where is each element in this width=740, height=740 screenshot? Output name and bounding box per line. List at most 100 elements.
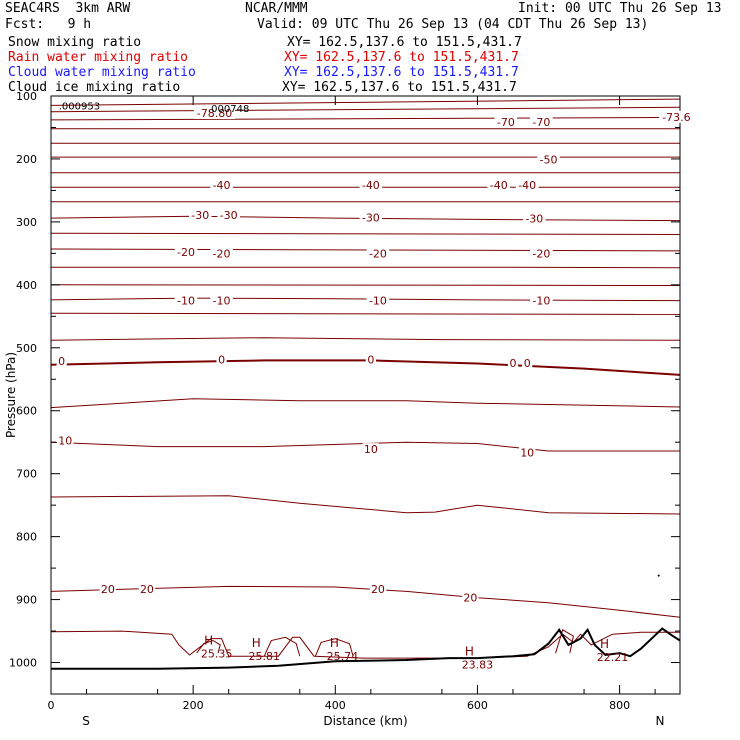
contour-label: 20 [463, 592, 477, 605]
y-tick-label: 400 [16, 279, 37, 292]
contour-label: 20 [140, 583, 154, 596]
contour-label: -40 [518, 179, 536, 192]
organization-title: NCAR/MMM [245, 1, 308, 16]
isotherm-line [50, 284, 681, 286]
plot-frame [50, 95, 681, 695]
isotherm-line [50, 106, 681, 113]
valid-time: Valid: 09 UTC Thu 26 Sep 13 (04 CDT Thu … [257, 17, 649, 32]
contour-label-bg [366, 247, 390, 260]
contour-label-bg [366, 294, 390, 307]
contour-label-bg [494, 115, 518, 128]
moisture-contour [263, 636, 301, 657]
contour-label: 20 [101, 583, 115, 596]
contour-label: -30 [525, 213, 543, 226]
field-name-rain: Rain water mixing ratio [8, 50, 189, 65]
y-tick-label: 200 [16, 153, 37, 166]
isotherm-line [50, 98, 681, 106]
contour-label-bg [359, 178, 383, 191]
contour-label-bg [210, 178, 233, 191]
y-tick-label: 800 [16, 531, 37, 544]
field-name-cloud-water: Cloud water mixing ratio [8, 65, 196, 80]
isotherm-line [50, 495, 681, 515]
contour-label-bg [658, 110, 694, 123]
y-tick-label: 600 [16, 405, 37, 418]
contour-label-bg [522, 212, 546, 225]
contour-label-bg [359, 211, 383, 224]
isotherm-line [50, 297, 681, 302]
contour-label-bg [530, 247, 553, 260]
y-tick-label: 300 [16, 216, 37, 229]
isotherm-line [50, 585, 681, 618]
contour-label-bg [530, 294, 553, 307]
y-tick-label: 1000 [9, 657, 37, 670]
model-title: SEAC4RS 3km ARW [5, 1, 131, 16]
contour-label: 0 [367, 354, 374, 367]
contour-label-bg [193, 106, 236, 119]
field-xy-cloud-water: XY= 162.5,137.6 to 151.5,431.7 [284, 65, 519, 80]
contour-label: 10 [364, 443, 378, 456]
x-tick-label: 0 [48, 699, 55, 712]
isotherm-line [50, 337, 681, 341]
contour-label-bg [188, 208, 212, 221]
stray-point [657, 574, 660, 577]
y-tick-label: 700 [16, 468, 37, 481]
y-tick-label: 100 [16, 90, 37, 103]
freezing-level-line [50, 359, 681, 376]
contour-label: -20 [369, 247, 387, 260]
contour-label-bg [210, 247, 233, 260]
forecast-hour: Fcst: 9 h [5, 17, 92, 32]
contour-label-bg [365, 353, 376, 366]
isotherm-line [50, 312, 681, 315]
y-tick-label: 900 [16, 594, 37, 607]
contour-label: 0 [218, 354, 225, 367]
y-tick-label: 500 [16, 342, 37, 355]
terrain-line [51, 627, 681, 670]
field-xy-cloud-ice: XY= 162.5,137.6 to 151.5,431.7 [282, 80, 517, 95]
contour-label: 10 [520, 446, 534, 459]
contour-label: -50 [540, 154, 558, 167]
contour-label-bg [522, 356, 533, 369]
contour-label-bg [487, 178, 511, 191]
contour-label: -20 [177, 246, 195, 259]
x-tick-label: 600 [467, 699, 488, 712]
isotherm-line [50, 116, 681, 121]
contour-label: -30 [191, 209, 209, 222]
contour-label: 20 [371, 583, 385, 596]
maximum-value: 25.35 [201, 647, 233, 660]
isotherm-line [50, 232, 681, 235]
maximum-marker: H [252, 636, 261, 650]
contour-label-bg [138, 582, 156, 595]
maximum-value: 25.74 [327, 650, 359, 663]
contour-label-bg [56, 355, 67, 368]
maximum-value: 22.21 [597, 651, 629, 664]
contour-label: -30 [362, 211, 380, 224]
contour-label-bg [57, 434, 74, 447]
x-tick-label: 400 [325, 699, 346, 712]
isotherm-line [50, 441, 680, 452]
moisture-contour [555, 629, 574, 654]
contour-label: 0 [524, 357, 531, 370]
maximum-marker: H [204, 633, 213, 647]
moisture-contour [196, 639, 221, 654]
contour-label: 0 [509, 357, 516, 370]
north-end-label: N [656, 714, 665, 728]
maximum-value: 23.83 [462, 659, 494, 672]
contour-label-bg [462, 591, 479, 604]
contour-label: 0 [58, 355, 65, 368]
init-time: Init: 00 UTC Thu 26 Sep 13 [518, 1, 722, 16]
contour-label: -70 [497, 116, 515, 129]
isotherm-line [51, 266, 681, 269]
contour-label-bg [174, 246, 198, 259]
contour-label-bg [515, 178, 539, 191]
max-value-label: .000953 [59, 101, 100, 112]
contour-label-bg [537, 153, 560, 166]
x-tick-label: 200 [183, 699, 204, 712]
field-name-snow: Snow mixing ratio [8, 35, 142, 50]
moisture-contour [314, 638, 354, 657]
moisture-contour [50, 630, 680, 659]
contour-label: -78.80 [197, 107, 232, 120]
south-end-label: S [82, 714, 90, 728]
contour-label: -30 [220, 209, 238, 222]
isotherm-line [50, 398, 681, 409]
